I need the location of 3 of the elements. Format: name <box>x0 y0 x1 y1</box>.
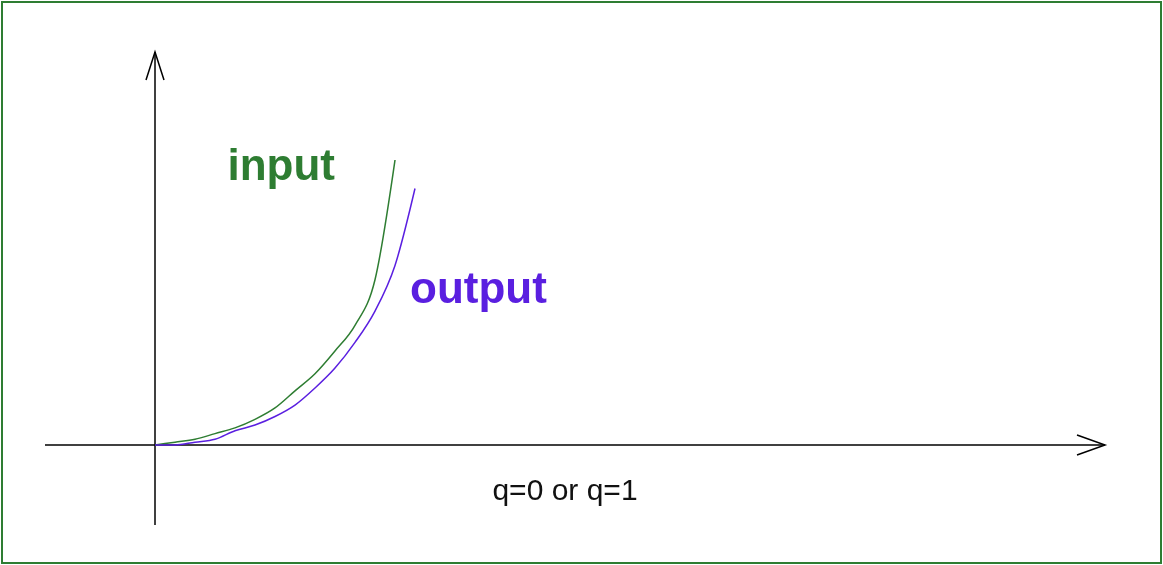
text: q=0 or q=1 <box>492 473 638 506</box>
series-label: input <box>227 140 336 189</box>
series-label: output <box>410 262 548 312</box>
